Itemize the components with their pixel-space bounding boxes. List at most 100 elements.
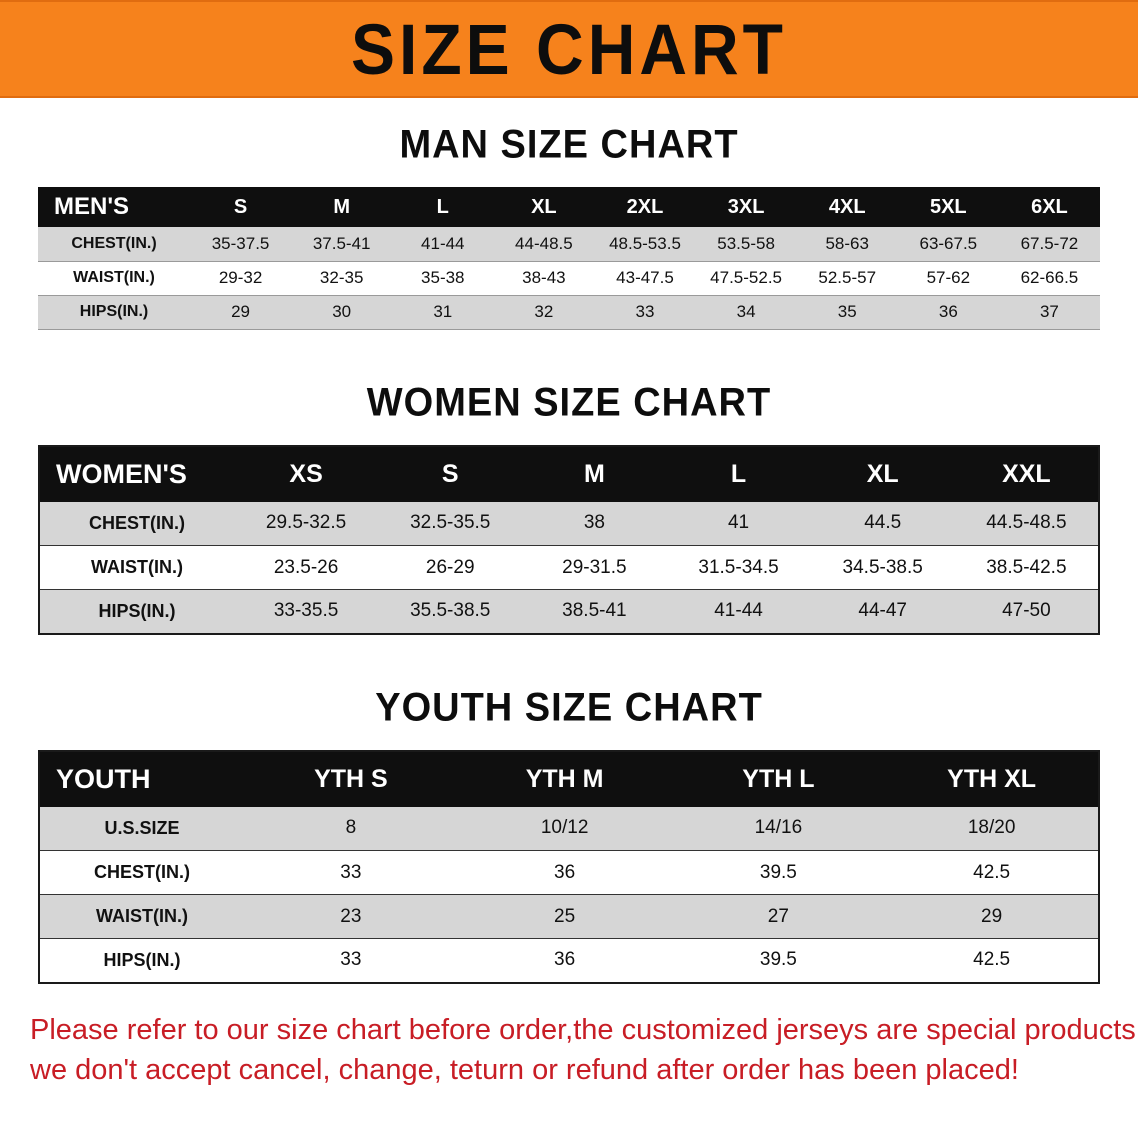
size-column-header: 3XL — [695, 187, 797, 227]
measurement-label: WAIST(IN.) — [39, 545, 234, 590]
measurement-value: 36 — [897, 295, 999, 330]
size-column-header: S — [190, 187, 292, 227]
measurement-value: 30 — [291, 295, 393, 330]
measurement-label: WAIST(IN.) — [38, 261, 190, 296]
measurement-value: 34.5-38.5 — [810, 545, 955, 590]
measurement-value: 23 — [244, 894, 458, 939]
measurement-value: 33 — [244, 938, 458, 983]
measurement-value: 42.5 — [885, 938, 1099, 983]
measurement-value: 34 — [695, 295, 797, 330]
youth-size-table: YOUTH YTH S YTH M YTH L YTH XL U.S.SIZE 8 10/12… — [38, 749, 1100, 984]
spacer — [0, 635, 1138, 661]
measurement-value: 48.5-53.5 — [594, 227, 696, 262]
men-size-chart-section: MAN SIZE CHART MEN'S S M L XL 2XL 3XL 4XL 5XL 6XL… — [0, 122, 1138, 330]
size-column-header: XL — [810, 445, 955, 502]
youth-section-heading: YOUTH SIZE CHART — [375, 685, 763, 730]
measurement-value: 29 — [190, 295, 292, 330]
size-column-header: 4XL — [796, 187, 898, 227]
measurement-value: 53.5-58 — [695, 227, 797, 262]
table-group-label: YOUTH — [39, 750, 244, 807]
measurement-value: 38 — [522, 501, 667, 546]
measurement-label: U.S.SIZE — [39, 806, 244, 851]
measurement-value: 39.5 — [671, 850, 886, 895]
measurement-label: WAIST(IN.) — [39, 894, 244, 939]
size-column-header: XS — [234, 445, 379, 502]
measurement-row: CHEST(IN.) 33 36 39.5 42.5 — [39, 850, 1099, 895]
size-chart-title: SIZE CHART — [351, 9, 787, 89]
measurement-value: 35 — [796, 295, 898, 330]
size-column-header: 2XL — [594, 187, 696, 227]
measurement-value: 14/16 — [671, 806, 886, 851]
size-column-header: 6XL — [998, 187, 1100, 227]
measurement-value: 33 — [594, 295, 696, 330]
measurement-value: 52.5-57 — [796, 261, 898, 296]
women-section-heading: WOMEN SIZE CHART — [366, 380, 772, 425]
measurement-row: CHEST(IN.) 29.5-32.5 32.5-35.5 38 41 44.5 44.5… — [39, 501, 1099, 546]
measurement-value: 33-35.5 — [234, 589, 379, 634]
mens-size-table: MEN'S S M L XL 2XL 3XL 4XL 5XL 6XL CHEST(IN.) 35-37… — [38, 187, 1100, 330]
size-column-header: 5XL — [897, 187, 999, 227]
measurement-value: 29 — [885, 894, 1099, 939]
measurement-value: 44.5 — [810, 501, 955, 546]
measurement-label: HIPS(IN.) — [39, 589, 234, 634]
size-chart-banner: SIZE CHART — [0, 0, 1138, 98]
measurement-value: 38.5-42.5 — [954, 545, 1099, 590]
disclaimer-note: Please refer to our size chart before or… — [0, 1010, 1138, 1091]
measurement-value: 35-38 — [392, 261, 494, 296]
table-group-label: WOMEN'S — [39, 445, 234, 502]
measurement-label: HIPS(IN.) — [39, 938, 244, 983]
measurement-value: 37 — [998, 295, 1100, 330]
size-column-header: L — [666, 445, 811, 502]
measurement-label: CHEST(IN.) — [39, 501, 234, 546]
measurement-value: 44.5-48.5 — [954, 501, 1099, 546]
measurement-value: 33 — [244, 850, 458, 895]
measurement-value: 43-47.5 — [594, 261, 696, 296]
measurement-row: WAIST(IN.) 29-32 32-35 35-38 38-43 43-47.5 47.… — [38, 261, 1100, 296]
measurement-value: 63-67.5 — [897, 227, 999, 262]
measurement-value: 44-48.5 — [493, 227, 595, 262]
measurement-value: 31 — [392, 295, 494, 330]
measurement-value: 47.5-52.5 — [695, 261, 797, 296]
measurement-value: 38-43 — [493, 261, 595, 296]
women-size-chart-section: WOMEN SIZE CHART WOMEN'S XS S M L XL XXL CHEST(… — [0, 380, 1138, 635]
measurement-row: U.S.SIZE 8 10/12 14/16 18/20 — [39, 806, 1099, 851]
measurement-row: HIPS(IN.) 33-35.5 35.5-38.5 38.5-41 41-44 44-… — [39, 589, 1099, 634]
measurement-value: 23.5-26 — [234, 545, 379, 590]
measurement-value: 25 — [457, 894, 672, 939]
measurement-value: 57-62 — [897, 261, 999, 296]
measurement-label: HIPS(IN.) — [38, 295, 190, 330]
measurement-value: 29.5-32.5 — [234, 501, 379, 546]
size-column-header: YTH L — [671, 750, 886, 807]
measurement-row: WAIST(IN.) 23 25 27 29 — [39, 894, 1099, 939]
measurement-value: 36 — [457, 938, 672, 983]
men-section-heading: MAN SIZE CHART — [399, 122, 739, 168]
measurement-value: 29-32 — [190, 261, 292, 296]
size-column-header: XL — [493, 187, 595, 227]
womens-size-table: WOMEN'S XS S M L XL XXL CHEST(IN.) 29.5-32.5 32.5… — [38, 444, 1100, 635]
measurement-value: 41 — [666, 501, 811, 546]
size-column-header: YTH M — [457, 750, 672, 807]
size-column-header: YTH XL — [885, 750, 1099, 807]
measurement-value: 42.5 — [885, 850, 1099, 895]
size-column-header: S — [378, 445, 523, 502]
measurement-value: 10/12 — [457, 806, 672, 851]
measurement-value: 27 — [671, 894, 886, 939]
spacer — [0, 330, 1138, 356]
measurement-value: 36 — [457, 850, 672, 895]
measurement-row: HIPS(IN.) 33 36 39.5 42.5 — [39, 938, 1099, 983]
measurement-value: 41-44 — [666, 589, 811, 634]
measurement-value: 29-31.5 — [522, 545, 667, 590]
measurement-value: 47-50 — [954, 589, 1099, 634]
measurement-value: 32.5-35.5 — [378, 501, 523, 546]
table-header-row: YOUTH YTH S YTH M YTH L YTH XL — [39, 750, 1099, 807]
measurement-value: 37.5-41 — [291, 227, 393, 262]
measurement-row: CHEST(IN.) 35-37.5 37.5-41 41-44 44-48.5 48.5… — [38, 227, 1100, 262]
measurement-value: 32-35 — [291, 261, 393, 296]
table-header-row: WOMEN'S XS S M L XL XXL — [39, 445, 1099, 502]
measurement-value: 8 — [244, 806, 458, 851]
measurement-label: CHEST(IN.) — [38, 227, 190, 262]
size-column-header: L — [392, 187, 494, 227]
measurement-value: 38.5-41 — [522, 589, 667, 634]
measurement-value: 35.5-38.5 — [378, 589, 523, 634]
